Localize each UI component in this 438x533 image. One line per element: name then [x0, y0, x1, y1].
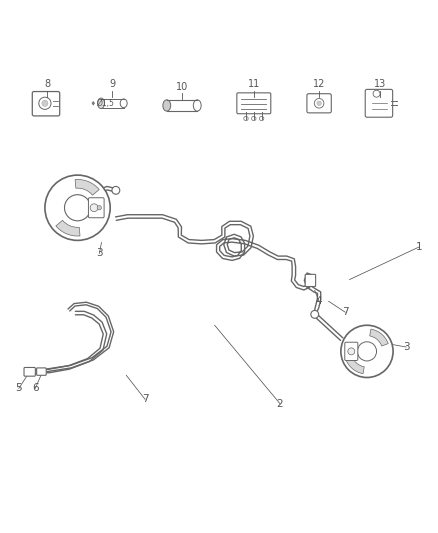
Text: 13: 13 [374, 79, 386, 90]
Ellipse shape [193, 100, 201, 111]
Circle shape [311, 310, 319, 318]
Circle shape [252, 116, 256, 120]
FancyBboxPatch shape [307, 94, 331, 113]
Circle shape [97, 206, 102, 210]
Circle shape [64, 195, 91, 221]
Circle shape [90, 204, 98, 212]
FancyBboxPatch shape [37, 368, 46, 375]
FancyBboxPatch shape [345, 342, 358, 360]
Text: 7: 7 [142, 394, 148, 404]
Ellipse shape [120, 99, 127, 108]
Text: 10: 10 [176, 82, 188, 92]
Circle shape [45, 175, 110, 240]
Text: 1: 1 [416, 242, 423, 252]
Text: 9: 9 [110, 79, 116, 90]
Text: 3: 3 [96, 248, 102, 259]
Circle shape [39, 97, 51, 109]
FancyBboxPatch shape [237, 93, 271, 114]
Wedge shape [75, 180, 99, 195]
Text: 5: 5 [15, 383, 22, 393]
Circle shape [42, 100, 48, 107]
FancyBboxPatch shape [305, 274, 316, 287]
Circle shape [373, 90, 380, 97]
Wedge shape [370, 329, 388, 346]
Text: 2: 2 [277, 399, 283, 409]
Text: 3: 3 [403, 342, 410, 352]
Circle shape [348, 348, 355, 355]
FancyBboxPatch shape [88, 198, 104, 218]
Circle shape [112, 187, 120, 194]
Text: Ø1,5: Ø1,5 [97, 99, 115, 108]
Circle shape [317, 101, 321, 106]
Circle shape [259, 116, 264, 120]
Circle shape [244, 116, 248, 120]
Circle shape [341, 325, 393, 377]
Text: 7: 7 [342, 307, 349, 317]
Ellipse shape [163, 100, 171, 111]
Wedge shape [56, 220, 80, 236]
Text: 8: 8 [44, 79, 50, 90]
Text: 4: 4 [316, 296, 322, 306]
Text: 11: 11 [248, 79, 260, 90]
Text: 12: 12 [313, 79, 325, 90]
Wedge shape [346, 357, 364, 374]
Circle shape [314, 99, 324, 108]
Ellipse shape [98, 98, 105, 109]
FancyBboxPatch shape [365, 90, 392, 117]
Text: 6: 6 [32, 383, 39, 393]
FancyBboxPatch shape [24, 367, 35, 376]
Circle shape [357, 342, 377, 361]
FancyBboxPatch shape [32, 92, 60, 116]
